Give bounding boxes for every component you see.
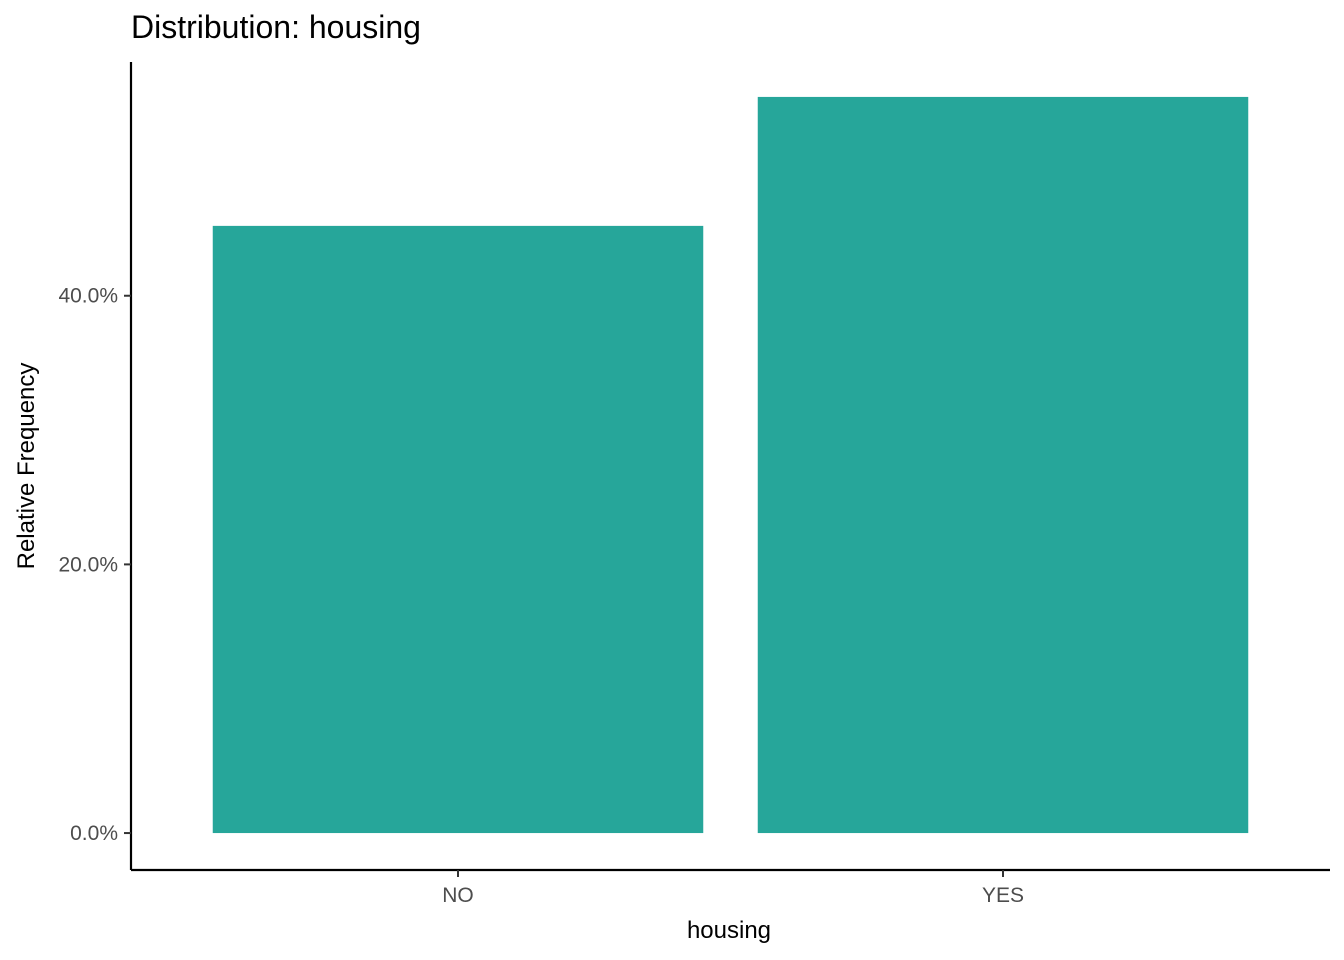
y-axis: 0.0% 20.0% 40.0% [58,62,133,870]
x-tick-label: NO [442,884,474,907]
y-tick-label: 20.0% [58,553,118,576]
x-axis-title: housing [687,917,771,944]
x-axis: NO YES [131,868,1330,907]
chart-title: Distribution: housing [131,9,421,45]
x-tick-label: YES [982,884,1024,907]
bar-no [212,225,704,834]
bars-group [212,96,1249,834]
y-axis-title: Relative Frequency [13,363,40,570]
bar-yes [757,96,1249,834]
y-tick-label: 40.0% [58,285,118,308]
y-tick-label: 0.0% [70,822,118,845]
